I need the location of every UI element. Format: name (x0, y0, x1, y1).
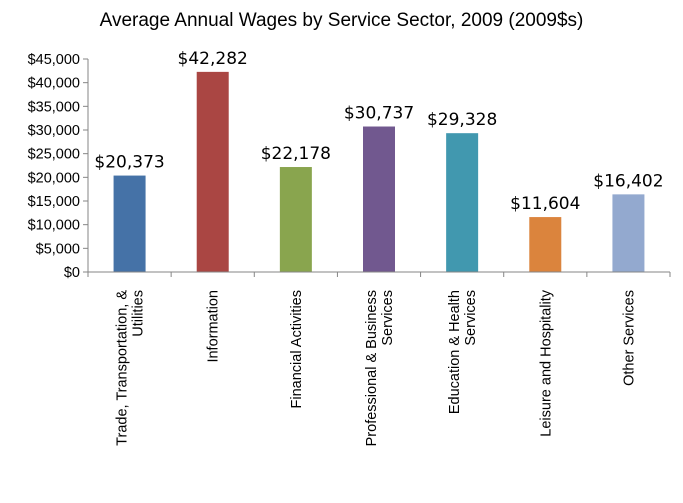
bar (529, 217, 562, 272)
y-axis: $0 $5,000 $10,000 $15,000 $20,000 $25,000 $30,… (28, 52, 89, 281)
chart-title: Average Annual Wages by Service Sector, … (99, 10, 584, 31)
category-label: Information (206, 290, 222, 363)
bar (612, 194, 645, 272)
data-label: $16,402 (593, 171, 663, 191)
bar (363, 126, 395, 272)
category-label: Other Services (621, 290, 637, 386)
bar (113, 175, 146, 272)
y-tick-label: $45,000 (28, 52, 80, 68)
y-tick-label: $25,000 (28, 147, 80, 163)
bar (446, 133, 479, 272)
y-tick-label: $40,000 (28, 76, 80, 92)
y-tick-label: $15,000 (28, 194, 80, 210)
data-labels: $20,373 $42,282 $22,178 $30,737 $29,328 $11,6… (94, 49, 663, 214)
data-label: $20,373 (94, 153, 164, 173)
category-label: Financial Activities (289, 290, 305, 408)
bar (196, 71, 229, 272)
category-labels: Trade, Transportation, & Utilities Informa… (115, 289, 638, 446)
bars (113, 71, 645, 272)
category-label: Services (380, 290, 396, 346)
category-label: Education & Health (447, 290, 463, 414)
y-tick-label: $30,000 (28, 123, 80, 139)
category-label: Professional & Business (364, 290, 380, 446)
y-tick-label: $10,000 (28, 218, 80, 234)
y-tick-label: $35,000 (28, 99, 80, 115)
category-label: Utilities (131, 290, 147, 337)
y-tick-label: $5,000 (36, 241, 80, 257)
data-label: $11,604 (510, 194, 580, 214)
category-label: Services (463, 290, 479, 346)
category-label: Leisure and Hospitality (538, 289, 554, 436)
data-label: $22,178 (261, 144, 331, 164)
y-tick-label: $0 (64, 265, 80, 281)
x-axis (87, 271, 671, 277)
category-label: Trade, Transportation, & (115, 290, 131, 446)
data-label: $30,737 (344, 104, 414, 124)
data-label: $29,328 (427, 110, 497, 130)
y-tick-label: $20,000 (28, 170, 80, 186)
bar (279, 167, 312, 272)
data-label: $42,282 (178, 49, 248, 69)
